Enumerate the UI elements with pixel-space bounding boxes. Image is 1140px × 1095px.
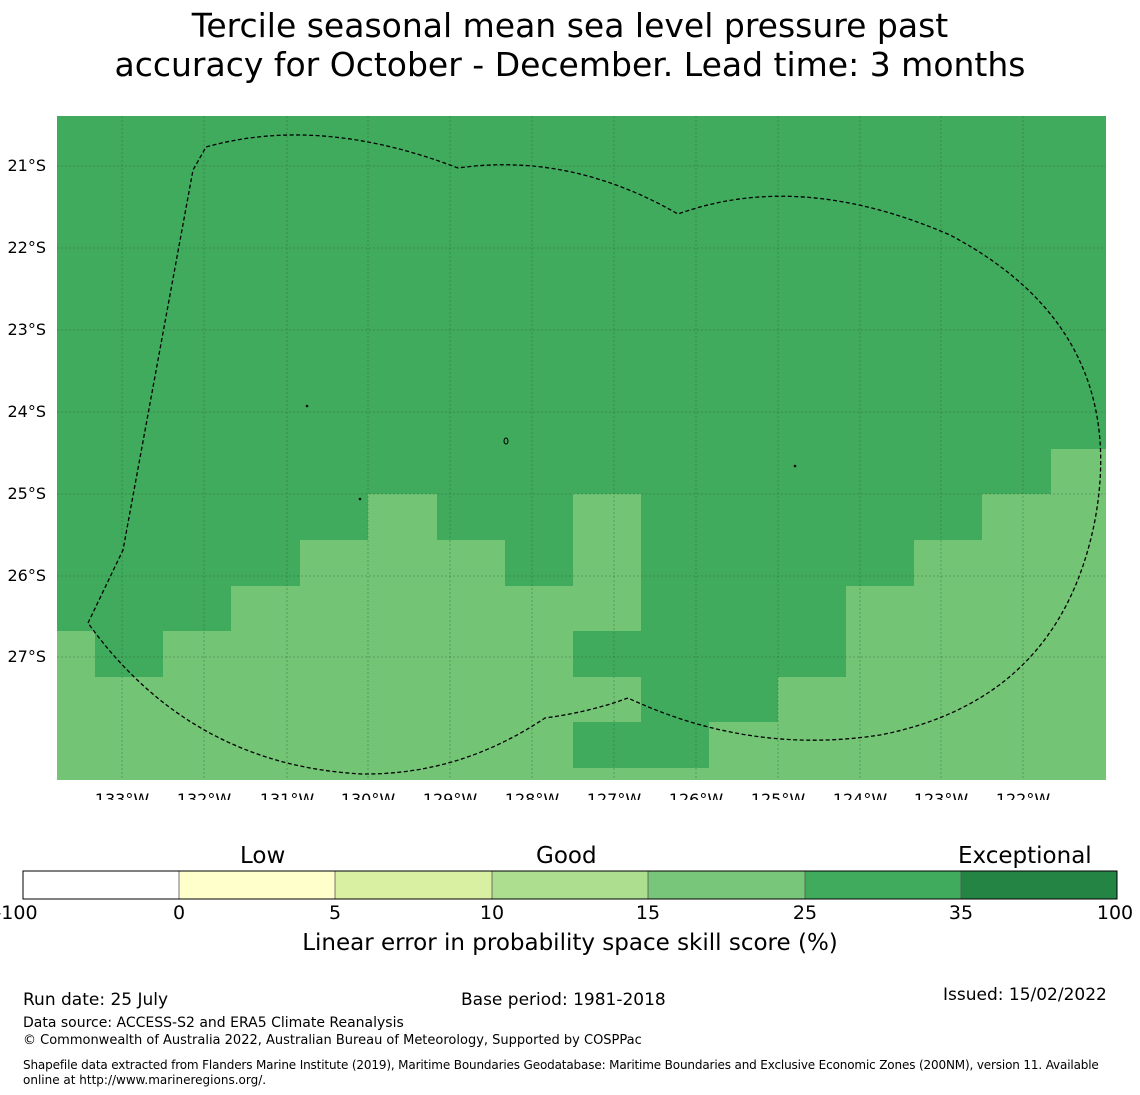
grid-cell bbox=[504, 586, 573, 780]
lon-label: 130°W bbox=[341, 790, 396, 800]
graticule bbox=[57, 116, 1106, 780]
base-period: Base period: 1981-2018 bbox=[461, 990, 666, 1010]
grid-cell bbox=[368, 494, 437, 780]
colorbar-tick: 25 bbox=[792, 902, 818, 924]
colorbar-segment bbox=[805, 871, 961, 899]
lat-label: 24°S bbox=[7, 402, 46, 421]
colorbar-segment bbox=[335, 871, 492, 899]
colorbar-label-exceptional: Exceptional bbox=[958, 843, 1092, 869]
grid-cell bbox=[573, 677, 641, 722]
lon-label: 133°W bbox=[95, 790, 150, 800]
colorbar-tick: 100 bbox=[1096, 902, 1134, 924]
colorbar-tick: 0 bbox=[172, 902, 186, 924]
grid-cell bbox=[436, 540, 505, 780]
data-source: Data source: ACCESS-S2 and ERA5 Climate … bbox=[23, 1015, 404, 1031]
lat-label: 27°S bbox=[7, 647, 46, 666]
lon-label: 123°W bbox=[914, 790, 969, 800]
lon-label: 126°W bbox=[669, 790, 724, 800]
lon-label: 127°W bbox=[587, 790, 642, 800]
colorbar-segment bbox=[492, 871, 648, 899]
grid-cell bbox=[163, 631, 232, 780]
lat-label: 26°S bbox=[7, 566, 46, 585]
colorbar bbox=[22, 870, 1118, 900]
grid-cell bbox=[641, 768, 709, 780]
shapefile-credit-line-1: Shapefile data extracted from Flanders M… bbox=[23, 1058, 1099, 1072]
lon-label: 131°W bbox=[260, 790, 315, 800]
colorbar-tick: 5 bbox=[328, 902, 342, 924]
grid-cell bbox=[95, 677, 163, 780]
grid-cell bbox=[709, 722, 778, 780]
lon-tick-labels: 133°W 132°W 131°W 130°W 129°W 128°W 127°… bbox=[95, 790, 1051, 800]
copyright: © Commonwealth of Australia 2022, Austra… bbox=[23, 1033, 642, 1048]
chart-title: Tercile seasonal mean sea level pressure… bbox=[0, 6, 1140, 84]
grid-cell bbox=[573, 768, 641, 780]
lon-label: 128°W bbox=[505, 790, 560, 800]
colorbar-tick: 15 bbox=[635, 902, 661, 924]
grid-cell bbox=[778, 677, 847, 780]
shapefile-credit-line-2: online at http://www.marineregions.org/. bbox=[23, 1073, 267, 1087]
map-svg: 21°S 22°S 23°S 24°S 25°S 26°S 27°S 133°W… bbox=[7, 116, 1106, 800]
island-markers bbox=[305, 404, 797, 501]
colorbar-tick: 35 bbox=[948, 902, 974, 924]
grid-cell bbox=[300, 540, 369, 780]
colorbar-label-good: Good bbox=[536, 843, 597, 869]
lon-label: 124°W bbox=[833, 790, 888, 800]
eez-boundary bbox=[87, 134, 1102, 775]
colorbar-segment bbox=[648, 871, 805, 899]
lon-label: 125°W bbox=[751, 790, 806, 800]
lat-label: 25°S bbox=[7, 484, 46, 503]
grid-cell bbox=[982, 494, 1051, 780]
skill-region-15-25 bbox=[57, 449, 1106, 780]
lon-label: 129°W bbox=[423, 790, 478, 800]
colorbar-tick: -100 bbox=[0, 902, 38, 924]
grid-cell bbox=[1051, 449, 1106, 780]
colorbar-segment bbox=[179, 871, 335, 899]
lat-label: 22°S bbox=[7, 238, 46, 257]
colorbar-label-low: Low bbox=[240, 843, 286, 869]
grid-cell bbox=[231, 586, 301, 780]
grid-cell bbox=[573, 494, 641, 631]
colorbar-segment bbox=[961, 871, 1117, 899]
grid-cell bbox=[846, 586, 914, 780]
title-line-2: accuracy for October - December. Lead ti… bbox=[114, 45, 1026, 84]
lat-label: 21°S bbox=[7, 156, 46, 175]
grid-cell bbox=[914, 540, 982, 780]
colorbar-title: Linear error in probability space skill … bbox=[302, 930, 838, 956]
title-line-1: Tercile seasonal mean sea level pressure… bbox=[191, 6, 949, 45]
issued-date: Issued: 15/02/2022 bbox=[943, 985, 1107, 1005]
lon-label: 132°W bbox=[177, 790, 232, 800]
run-date: Run date: 25 July bbox=[23, 990, 169, 1010]
grid-cell bbox=[57, 631, 95, 780]
colorbar-segment bbox=[23, 871, 179, 899]
lat-tick-labels: 21°S 22°S 23°S 24°S 25°S 26°S 27°S bbox=[7, 156, 46, 666]
lon-label: 122°W bbox=[996, 790, 1051, 800]
colorbar-tick: 10 bbox=[479, 902, 505, 924]
lat-label: 23°S bbox=[7, 320, 46, 339]
